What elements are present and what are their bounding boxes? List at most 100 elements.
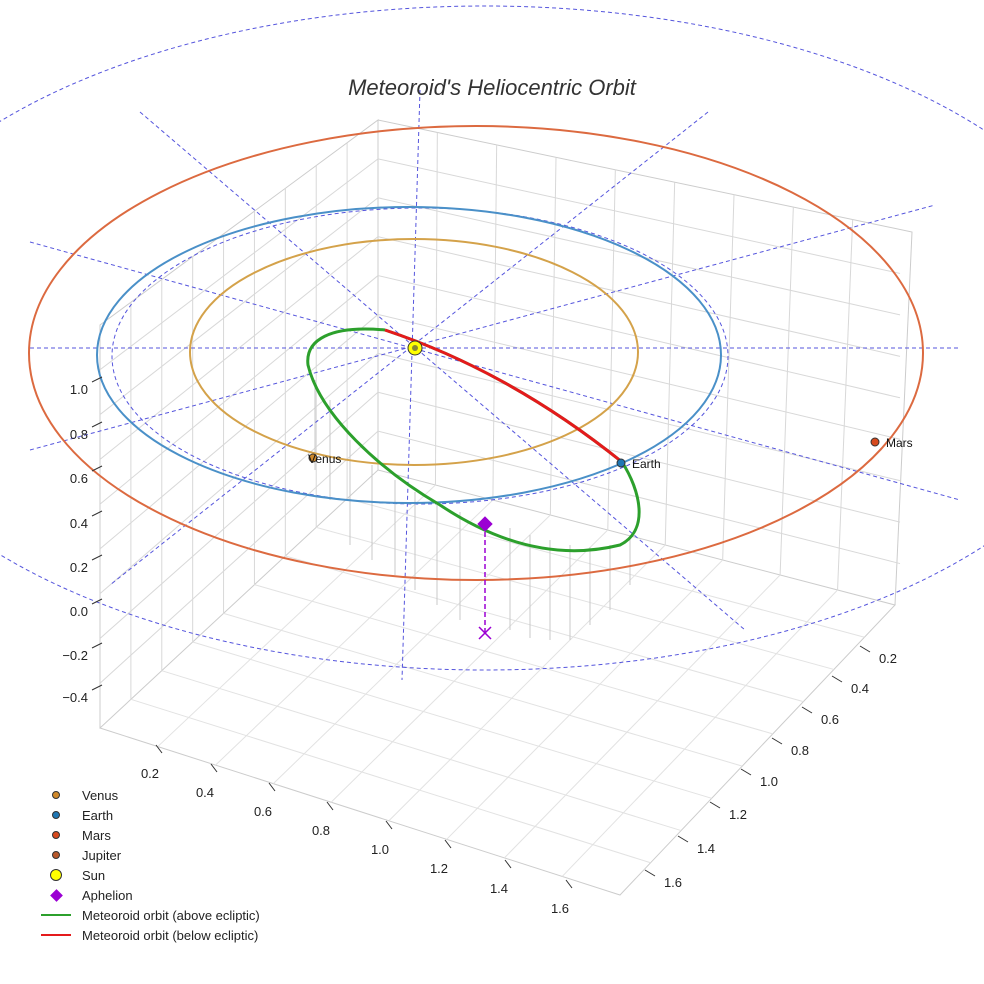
z-tick-label: −0.4	[62, 690, 88, 705]
legend-label-orbit-above: Meteoroid orbit (above ecliptic)	[82, 907, 260, 923]
left-pane-edge	[99, 119, 379, 728]
back-pane-hgridline	[377, 313, 901, 440]
floor-gridline	[215, 499, 494, 766]
y-tick-label: 1.4	[697, 841, 715, 856]
y-tick-mark	[771, 737, 783, 745]
floor-gridline	[285, 555, 804, 703]
z-tick-mark	[91, 465, 103, 472]
y-tick-mark	[859, 645, 871, 653]
x-tick-label: 1.0	[371, 842, 389, 857]
drop-lines	[314, 380, 631, 640]
z-tick-label: 0.8	[70, 427, 88, 442]
floor-gridline	[316, 526, 835, 670]
x-tick-mark	[565, 879, 573, 889]
x-tick-label: 1.4	[490, 881, 508, 896]
orbit-below-line-icon	[41, 934, 71, 936]
axis-panes	[99, 119, 913, 896]
legend-label-venus: Venus	[82, 787, 119, 803]
z-tick-mark	[91, 554, 103, 561]
legend-label-sun: Sun	[82, 867, 106, 883]
y-tick-mark	[709, 801, 721, 809]
x-tick-mark	[504, 859, 512, 869]
y-tick-mark	[740, 768, 752, 776]
earth-marker	[616, 458, 626, 468]
z-tick-label: 0.0	[70, 604, 88, 619]
y-tick-mark	[644, 869, 656, 877]
floor-gridline	[504, 574, 781, 859]
floor-gridline	[192, 641, 712, 799]
y-tick-label: 1.6	[664, 875, 682, 890]
z-tick-label: −0.2	[62, 648, 88, 663]
left-pane-hgridline	[99, 158, 379, 371]
legend-label-jupiter: Jupiter	[82, 847, 122, 863]
z-tick-mark	[91, 684, 103, 691]
aphelion-diamond-icon	[49, 888, 63, 902]
back-pane-gridline	[549, 157, 557, 516]
legend-item-venus: Venus	[36, 785, 260, 805]
x-tick-mark	[444, 839, 452, 849]
left-pane-hgridline	[99, 352, 379, 595]
z-tick-label: 0.2	[70, 560, 88, 575]
back-pane-gridline	[607, 169, 616, 531]
sun-core	[412, 345, 418, 351]
z-tick-label: 0.6	[70, 471, 88, 486]
floor-gridline	[346, 498, 865, 638]
left-pane-hgridline	[99, 236, 379, 460]
legend-label-mars: Mars	[82, 827, 111, 843]
floor-gridline	[161, 670, 682, 832]
y-tick-mark	[831, 675, 843, 683]
z-tick-mark	[91, 421, 103, 428]
floor-gridline	[561, 589, 838, 877]
floor-gridline	[157, 484, 436, 747]
back-pane-hgridline	[377, 158, 901, 274]
x-tick-mark	[385, 820, 393, 830]
earth-orbit	[96, 206, 722, 504]
floor-gridline	[272, 514, 551, 785]
back-pane-gridline	[664, 182, 676, 546]
legend-item-earth: Earth	[36, 805, 260, 825]
axis-ticks: −0.4 −0.2 0.0 0.2 0.4 0.6 0.8 1.0 0.2 0.4 0.6 0.8 1.…	[62, 376, 897, 916]
floor-gridline	[223, 612, 743, 767]
venus-orbit	[189, 238, 639, 466]
legend: Venus Earth Mars Jupiter Sun Aphelion Me…	[36, 785, 260, 945]
chart-title: Meteoroid's Heliocentric Orbit	[348, 75, 637, 100]
back-pane-gridline	[779, 207, 794, 576]
z-tick-label: 1.0	[70, 382, 88, 397]
mars-label: Mars	[886, 436, 913, 450]
mars-marker-icon	[52, 831, 60, 839]
earth-marker-icon	[52, 811, 60, 819]
y-tick-mark	[677, 835, 689, 843]
floor-gridline	[254, 584, 773, 735]
legend-item-orbit-below: Meteoroid orbit (below ecliptic)	[36, 925, 260, 945]
legend-item-aphelion: Aphelion	[36, 885, 260, 905]
back-pane-hgridline	[377, 275, 901, 399]
x-tick-mark	[326, 801, 334, 811]
y-tick-label: 1.0	[760, 774, 778, 789]
left-pane-hgridline	[99, 391, 379, 639]
back-pane-hgridline	[377, 236, 901, 357]
back-pane-hgridline	[377, 391, 901, 523]
orbits	[28, 125, 924, 581]
legend-item-orbit-above: Meteoroid orbit (above ecliptic)	[36, 905, 260, 925]
ref-spoke-line	[401, 89, 421, 681]
mars-orbit	[28, 125, 924, 581]
y-tick-label: 0.2	[879, 651, 897, 666]
aphelion-marker	[477, 516, 493, 532]
mars-marker	[870, 437, 880, 447]
jupiter-marker-icon	[52, 851, 60, 859]
left-pane-hgridline	[99, 197, 379, 415]
back-pane-hgridline	[377, 197, 901, 316]
y-tick-mark	[801, 706, 813, 714]
legend-item-jupiter: Jupiter	[36, 845, 260, 865]
back-pane-gridline	[434, 132, 438, 486]
orbit-above-line-icon	[41, 914, 71, 916]
z-tick-mark	[91, 510, 103, 517]
x-tick-label: 1.2	[430, 861, 448, 876]
z-tick-mark	[91, 376, 103, 383]
legend-item-sun: Sun	[36, 865, 260, 885]
left-pane-hgridline	[99, 275, 379, 505]
z-tick-label: 0.4	[70, 516, 88, 531]
floor-gridline	[388, 544, 666, 822]
floor-gridline	[130, 698, 651, 864]
